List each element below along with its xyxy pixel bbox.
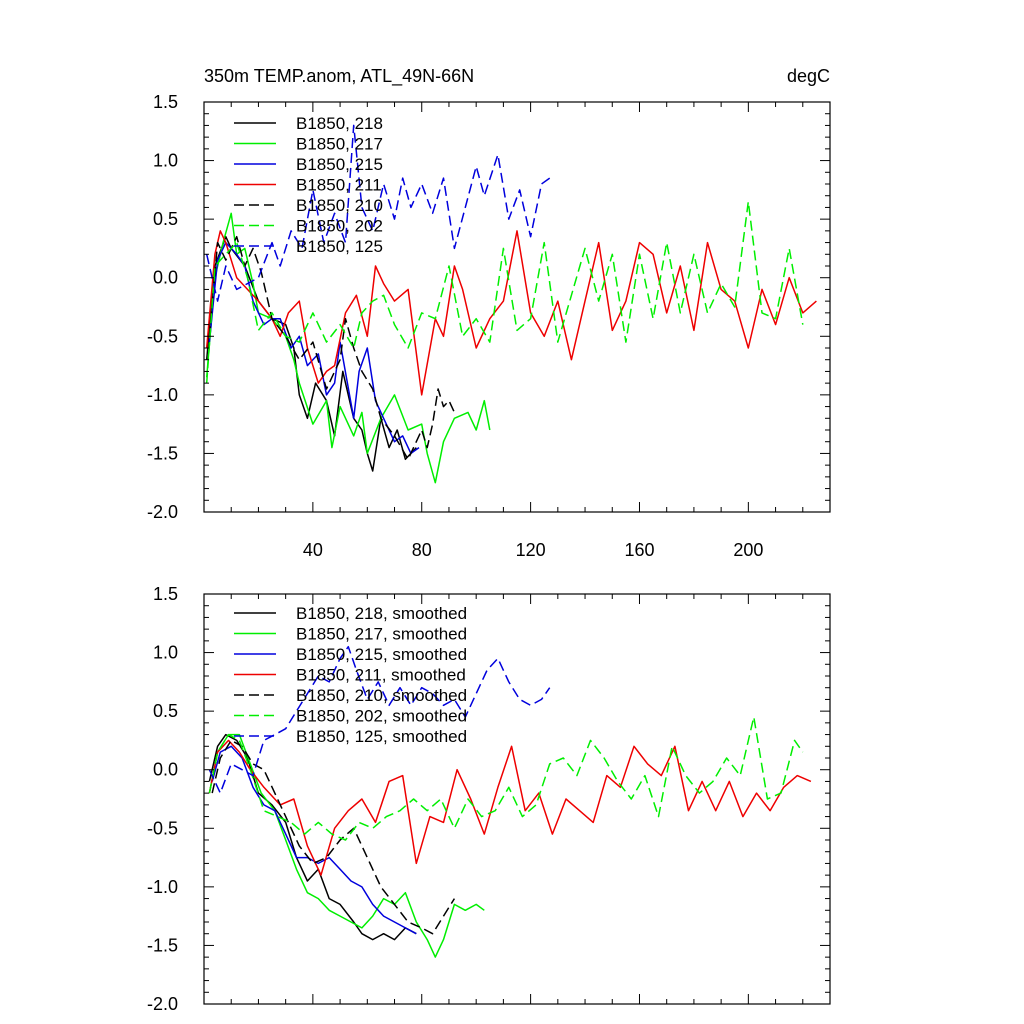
units-label: degC — [787, 66, 830, 86]
legend-entry-label: B1850, 215 — [296, 155, 383, 174]
series-line-5 — [211, 739, 456, 935]
x-tick-label: 160 — [624, 540, 654, 560]
series-line-2 — [205, 212, 491, 484]
plot-frame — [203, 593, 831, 1005]
x-tick-label: 200 — [733, 540, 763, 560]
legend-entry-label: B1850, 202 — [296, 217, 383, 236]
legend-entry-label: B1850, 217 — [296, 135, 383, 154]
legend-entry-label: B1850, 202, smoothed — [296, 707, 467, 726]
legend-entry-label: B1850, 217, smoothed — [296, 625, 467, 644]
legend-entry-label: B1850, 125, smoothed — [296, 727, 467, 746]
legend-entry-label: B1850, 125 — [296, 237, 383, 256]
y-tick-label: -0.5 — [147, 818, 178, 838]
legend-entry-label: B1850, 211 — [296, 176, 382, 195]
x-tick-label: 40 — [303, 540, 323, 560]
y-tick-label: 0.0 — [153, 760, 178, 780]
legend-entry-label: B1850, 218, smoothed — [296, 604, 467, 623]
x-tick-label: 80 — [412, 540, 432, 560]
y-tick-label: -0.5 — [147, 326, 178, 346]
y-tick-label: -1.5 — [147, 443, 178, 463]
legend-entry-label: B1850, 210 — [296, 196, 383, 215]
y-tick-label: -1.0 — [147, 877, 178, 897]
series-line-3 — [211, 745, 417, 935]
legend-entry-label: B1850, 215, smoothed — [296, 645, 467, 664]
y-tick-label: 0.5 — [153, 209, 178, 229]
legend: B1850, 218, smoothed B1850, 217, smoothed… — [234, 604, 467, 746]
legend-entry-label: B1850, 210, smoothed — [296, 686, 467, 705]
plot-frame — [203, 101, 831, 513]
y-tick-label: -2.0 — [147, 994, 178, 1014]
series-line-4 — [205, 230, 817, 396]
y-tick-label: -1.5 — [147, 935, 178, 955]
series-line-4 — [208, 739, 812, 876]
y-tick-label: 1.0 — [153, 151, 178, 171]
series-line-7 — [205, 124, 551, 302]
series-line-7 — [208, 645, 551, 794]
plot-title: 350m TEMP.anom, ATL_49N-66N — [204, 66, 474, 87]
y-tick-label: 0.5 — [153, 701, 178, 721]
series-line-6 — [205, 200, 804, 384]
legend-entry-label: B1850, 218 — [296, 114, 383, 133]
y-tick-label: 1.0 — [153, 643, 178, 663]
series-line-5 — [208, 235, 456, 461]
y-tick-label: -2.0 — [147, 502, 178, 522]
series-line-1 — [208, 733, 417, 941]
y-tick-label: 0.0 — [153, 268, 178, 288]
y-tick-label: 1.5 — [153, 584, 178, 604]
y-tick-label: -1.0 — [147, 385, 178, 405]
smoothed-temperature-panel: -2.0 -1.5 -1.0 -0.5 0.0 0.5 1.0 1.5 B1850, 218, … — [147, 584, 831, 1014]
series-line-1 — [205, 235, 417, 472]
legend-entry-label: B1850, 211, smoothed — [296, 666, 466, 685]
raw-temperature-panel: -2.0 -1.5 -1.0 -0.5 0.0 0.5 1.0 1.5 40 80 120 160 20… — [147, 92, 831, 560]
series-line-6 — [208, 716, 804, 841]
y-tick-label: 1.5 — [153, 92, 178, 112]
x-tick-label: 120 — [516, 540, 546, 560]
